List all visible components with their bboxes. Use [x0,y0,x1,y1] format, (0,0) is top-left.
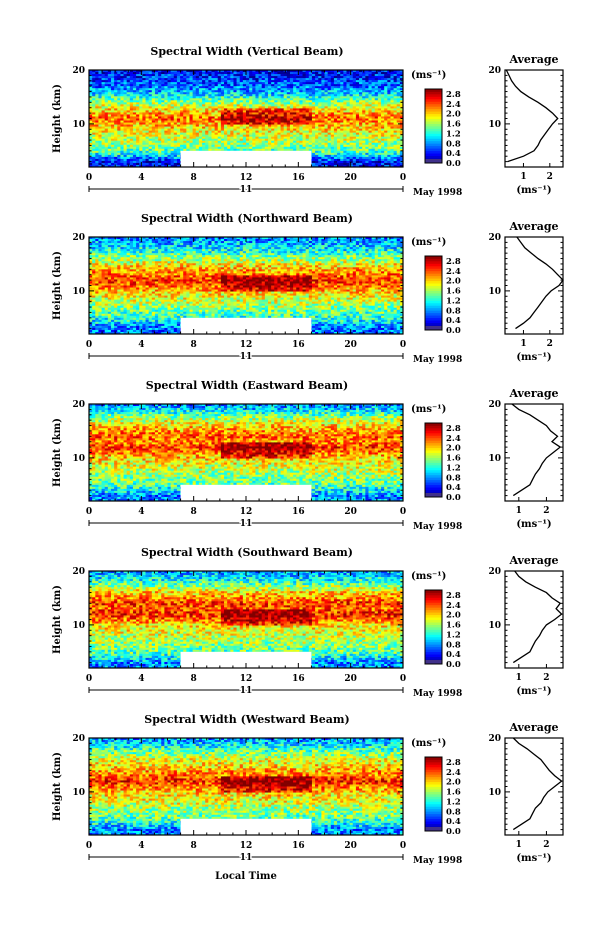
panel-title: Spectral Width (Vertical Beam) [150,45,343,58]
colorbar-tick-label: 1.6 [446,120,461,130]
panel-title: Spectral Width (Northward Beam) [141,212,353,225]
colorbar-swatch [425,124,442,127]
y-tick-label: 10 [72,120,85,130]
colorbar-swatch [425,96,442,99]
colorbar-tick-label: 2.4 [446,100,461,110]
x-tick-label: 12 [240,173,253,183]
colorbar-swatch [425,148,442,151]
colorbar-swatch [425,151,442,154]
colorbar-swatch [425,109,442,112]
colorbar-tick-label: 2.0 [446,110,461,120]
profile-x-tick-label: 1 [520,172,526,182]
x-tick-label: 16 [292,173,305,183]
colorbar-swatch [425,111,442,114]
colorbar-swatch [425,159,442,163]
x-tick-label: 0 [86,173,92,183]
x-tick-label: 8 [191,173,197,183]
date-month-label: May 1998 [413,188,462,198]
colorbar-swatch [425,104,442,107]
colorbar-swatch [425,128,442,131]
colorbar-swatch [425,141,442,144]
colorbar-swatch [425,116,442,119]
colorbar-swatch [425,114,442,117]
colorbar-swatch [425,133,442,136]
colorbar-swatch [425,146,442,149]
profile-x-label: (ms⁻¹) [516,185,551,196]
profile-x-tick-label: 2 [547,172,553,182]
colorbar-swatch [425,91,442,94]
x-tick-label: 20 [344,173,357,183]
colorbar-swatch [425,153,442,156]
colorbar-swatch [425,99,442,102]
colorbar-unit: (ms⁻¹) [411,70,446,81]
colorbar-swatch [425,136,442,139]
colorbar-swatch [425,143,442,146]
y-tick-label: 20 [72,66,85,76]
colorbar-tick-label: 0.8 [446,139,461,149]
profile-y-tick-label: 20 [488,66,501,76]
colorbar-tick-label: 0.0 [446,159,461,169]
colorbar-swatch [425,94,442,97]
colorbar-swatch [425,106,442,109]
date-day-label: 11 [240,185,253,195]
colorbar [425,89,442,163]
profile-title: Average [508,53,558,66]
colorbar-tick-label: 2.8 [446,90,461,100]
colorbar-swatch [425,156,442,159]
colorbar-swatch [425,119,442,122]
colorbar-swatch [425,138,442,141]
colorbar-swatch [425,126,442,129]
colorbar-tick-label: 0.4 [446,149,461,159]
profile-y-tick-label: 10 [488,120,501,130]
colorbar-swatch [425,121,442,124]
y-axis-label: Height (km) [52,84,63,153]
colorbar-swatch [425,101,442,104]
colorbar-swatch [425,131,442,134]
x-tick-label: 4 [138,173,144,183]
x-tick-label: 0 [400,173,406,183]
colorbar-tick-label: 1.2 [446,129,461,139]
